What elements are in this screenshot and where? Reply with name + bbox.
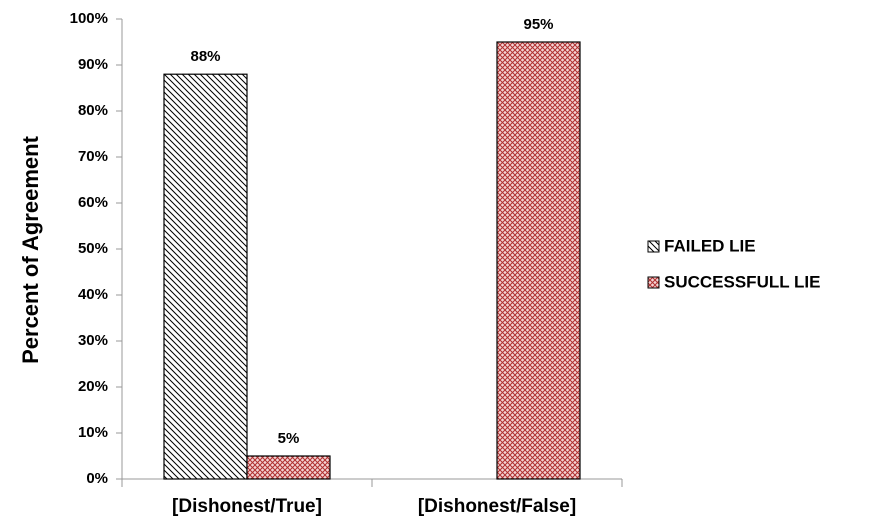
x-tick-label: [Dishonest/True] (172, 496, 322, 517)
y-tick-label: 60% (78, 194, 108, 211)
x-tick-label: [Dishonest/False] (418, 496, 576, 517)
value-label: 88% (190, 48, 220, 65)
legend-swatch (647, 240, 660, 253)
bar (246, 455, 331, 480)
y-tick-label: 20% (78, 378, 108, 395)
y-tick-label: 100% (70, 10, 108, 27)
y-tick-label: 40% (78, 286, 108, 303)
legend-label: FAILED LIE (664, 236, 756, 255)
value-label: 95% (523, 16, 553, 33)
y-tick-label: 70% (78, 148, 108, 165)
bar (496, 41, 581, 480)
y-tick-label: 10% (78, 424, 108, 441)
bar (163, 73, 248, 480)
value-label: 5% (278, 430, 300, 447)
y-tick-label: 50% (78, 240, 108, 257)
y-tick-label: 0% (86, 470, 108, 487)
y-tick-label: 80% (78, 102, 108, 119)
legend-label: SUCCESSFULL LIE (664, 272, 820, 291)
y-axis-title: Percent of Agreement (18, 135, 43, 363)
y-tick-label: 30% (78, 332, 108, 349)
legend-swatch (647, 276, 660, 289)
y-tick-label: 90% (78, 56, 108, 73)
